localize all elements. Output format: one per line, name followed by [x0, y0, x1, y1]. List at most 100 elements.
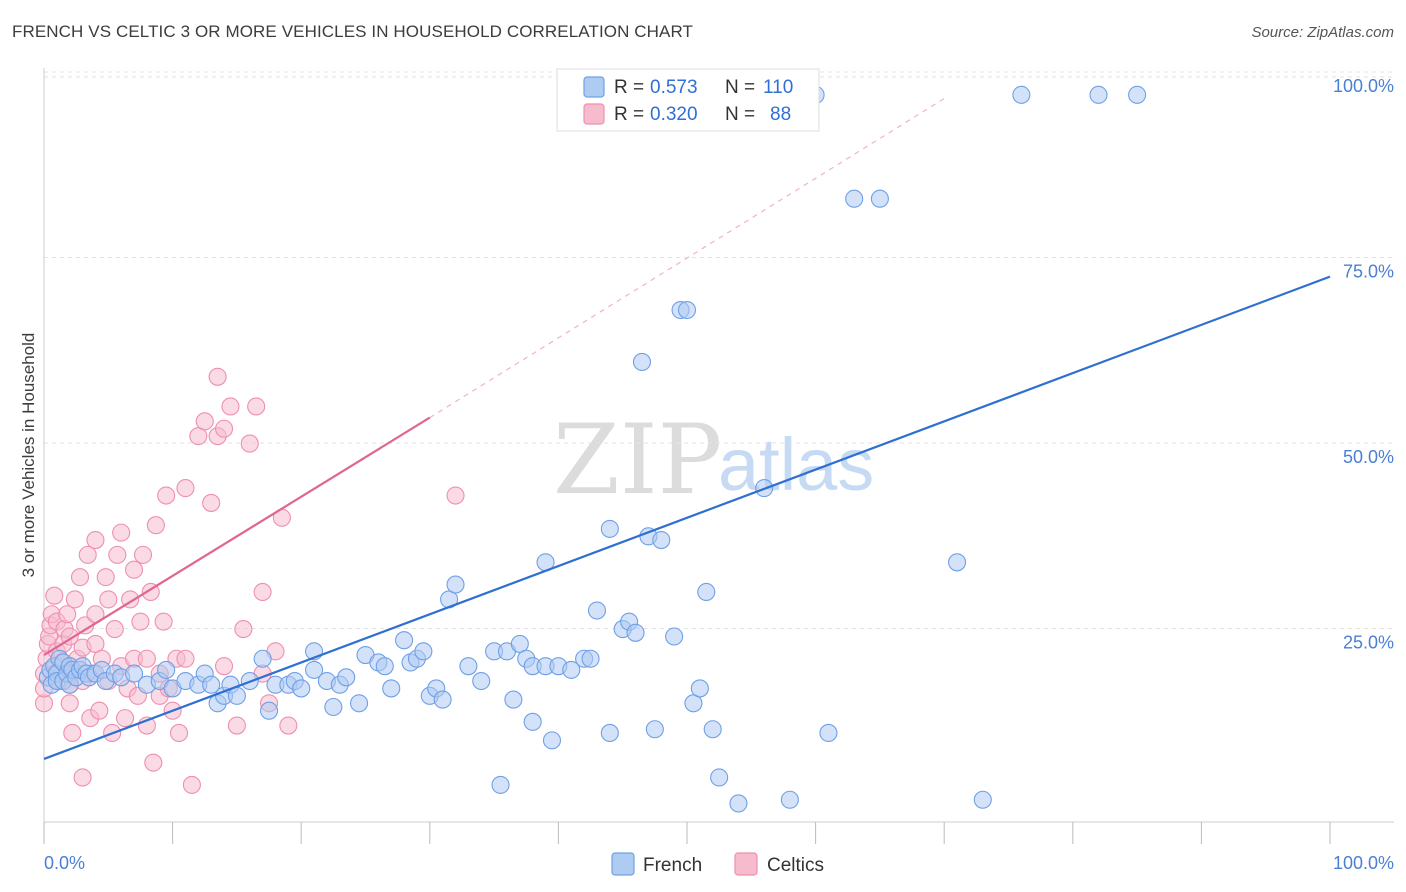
french-points [38, 85, 1147, 813]
celtics-point-81 [221, 397, 240, 416]
legend-n-label-french: N = [725, 77, 755, 98]
french-point-75 [542, 731, 562, 750]
watermark-atlas: atlas [718, 423, 874, 506]
celtics-point-82 [234, 620, 253, 639]
french-point-106 [1012, 85, 1031, 104]
french-point-37 [253, 649, 272, 668]
french-point-107 [1089, 85, 1108, 104]
french-point-103 [870, 189, 889, 208]
celtics-point-35 [90, 701, 109, 720]
french-point-46 [324, 697, 343, 717]
celtics-point-75 [227, 716, 246, 735]
french-point-66 [491, 775, 510, 794]
french-point-104 [948, 553, 967, 572]
french-point-38 [259, 701, 279, 720]
bottom-legend: French Celtics [611, 852, 824, 876]
french-point-52 [375, 657, 394, 676]
celtics-point-29 [78, 545, 97, 564]
bottom-legend-swatch-french [611, 852, 635, 876]
source-label: Source: ZipAtlas.com [1251, 24, 1394, 41]
french-point-108 [1128, 85, 1147, 104]
y-tick-label-50: 50.0% [1343, 447, 1394, 467]
celtics-point-80 [208, 367, 227, 386]
french-point-94 [690, 679, 709, 698]
celtics-point-34 [86, 530, 105, 550]
french-point-90 [665, 627, 684, 646]
legend: R = 0.573 N = 110 R = 0.320 N = 88 [556, 68, 820, 132]
celtics-point-83 [247, 397, 266, 416]
french-point-100 [780, 790, 799, 809]
french-point-68 [504, 690, 523, 709]
french-point-102 [845, 189, 864, 208]
celtics-point-71 [202, 493, 221, 512]
french-point-89 [652, 530, 671, 550]
celtics-point-42 [108, 545, 127, 564]
french-point-80 [587, 601, 607, 620]
french-point-31 [202, 675, 221, 694]
french-point-57 [414, 642, 433, 661]
x-tick-label-max: 100.0% [1333, 853, 1394, 873]
celtics-point-52 [133, 545, 153, 564]
x-tick-label-min: 0.0% [44, 853, 85, 873]
celtics-point-87 [446, 486, 465, 505]
celtics-point-17 [60, 694, 79, 713]
french-point-53 [382, 679, 401, 698]
bottom-legend-label-french: French [643, 855, 702, 876]
french-point-26 [157, 660, 176, 679]
regression-lines [43, 98, 1331, 760]
celtics-point-21 [63, 723, 82, 743]
celtics-point-76 [240, 434, 259, 453]
bottom-legend-swatch-celtics [734, 852, 758, 876]
celtics-point-49 [124, 560, 144, 579]
french-point-105 [973, 790, 992, 809]
celtics-point-68 [182, 775, 201, 794]
french-point-60 [433, 690, 452, 709]
french-point-86 [632, 352, 652, 372]
french-point-64 [472, 671, 491, 691]
celtics-point-70 [195, 412, 214, 431]
celtics-point-65 [169, 723, 189, 743]
chart-title: FRENCH VS CELTIC 3 OR MORE VEHICLES IN H… [12, 22, 694, 41]
celtics-point-77 [253, 582, 272, 602]
gridlines [44, 71, 1394, 629]
bottom-legend-label-celtics: Celtics [767, 855, 824, 876]
legend-r-label-celtics: R = [614, 104, 644, 125]
french-point-92 [677, 300, 697, 320]
legend-n-value-celtics: 88 [770, 104, 791, 125]
celtics-point-53 [137, 649, 156, 668]
french-point-48 [337, 668, 356, 687]
french-regression-line [43, 275, 1331, 760]
french-point-85 [626, 623, 645, 642]
celtics-point-74 [214, 657, 234, 676]
celtics-point-51 [131, 612, 150, 631]
legend-r-label-french: R = [614, 77, 644, 98]
french-point-96 [703, 720, 722, 739]
y-axis-label: 3 or more Vehicles in Household [19, 333, 38, 578]
y-tick-label-75: 75.0% [1343, 262, 1394, 282]
watermark-zip: ZIP [553, 404, 722, 516]
french-point-62 [446, 575, 465, 594]
y-tick-label-100: 100.0% [1333, 76, 1394, 96]
celtics-point-61 [157, 486, 176, 505]
legend-n-value-french: 110 [763, 77, 793, 98]
celtics-point-39 [99, 590, 118, 609]
celtics-point-41 [105, 620, 124, 639]
french-point-77 [562, 660, 581, 679]
legend-n-label-celtics: N = [725, 104, 755, 125]
legend-r-value-french: 0.573 [650, 77, 698, 98]
french-point-98 [729, 794, 748, 813]
french-point-79 [581, 649, 600, 668]
y-tick-labels: 25.0% 50.0% 75.0% 100.0% [1333, 76, 1394, 653]
celtics-point-22 [65, 590, 84, 609]
french-point-42 [292, 679, 311, 698]
celtics-point-8 [45, 586, 64, 605]
french-point-63 [459, 657, 478, 676]
celtics-point-56 [144, 753, 163, 772]
celtics-point-25 [73, 768, 92, 787]
french-point-54 [395, 631, 414, 650]
french-point-72 [523, 712, 542, 731]
french-point-23 [124, 664, 144, 683]
celtics-point-86 [279, 716, 298, 735]
french-point-97 [710, 768, 729, 787]
